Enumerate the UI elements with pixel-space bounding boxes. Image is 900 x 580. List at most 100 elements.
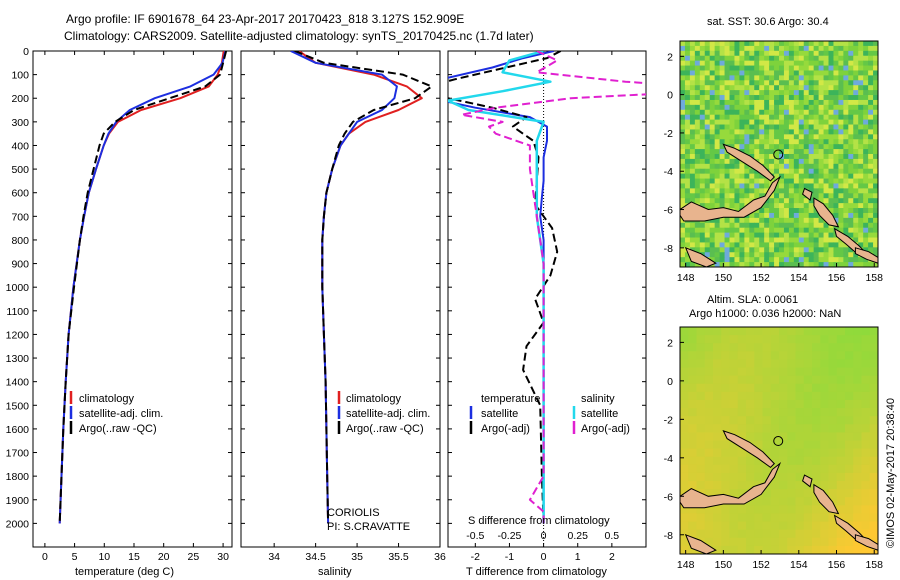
map-cell	[709, 227, 716, 234]
map-cell	[744, 50, 750, 57]
map-cell	[869, 383, 878, 393]
map-cell	[704, 85, 711, 91]
map-cell	[803, 173, 810, 180]
map-cell	[734, 109, 740, 116]
map-cell	[863, 222, 869, 229]
map-cell	[699, 198, 706, 204]
map-cell	[769, 104, 775, 111]
map-cell	[793, 95, 800, 101]
map-cell	[734, 114, 740, 121]
map-cell	[863, 90, 869, 96]
map-cell	[823, 242, 830, 248]
map-cell	[746, 456, 755, 466]
map-cell	[714, 55, 721, 62]
map-cell	[823, 198, 830, 204]
map-cell	[779, 129, 785, 135]
map-cell	[828, 50, 835, 57]
map-cell	[764, 134, 770, 140]
map-cell	[680, 134, 686, 140]
map-cell	[793, 222, 800, 229]
map-cell	[734, 70, 740, 76]
map-cell	[704, 55, 711, 62]
map-cell	[704, 65, 711, 72]
map-cell	[788, 242, 795, 248]
map-cell	[818, 173, 825, 180]
map-cell	[868, 158, 874, 165]
map-cell	[754, 217, 760, 224]
map-cell	[858, 188, 864, 194]
map-cell	[680, 521, 689, 531]
map-cell	[818, 149, 825, 155]
map-cell	[793, 203, 800, 209]
map-cell	[680, 383, 689, 393]
map-cell	[783, 178, 790, 185]
map-cell	[783, 99, 790, 106]
map-cell	[863, 45, 869, 52]
map-cell	[729, 90, 736, 96]
map-cell	[848, 232, 854, 239]
map-cell	[704, 252, 711, 258]
map-cell	[684, 242, 691, 248]
map-cell	[714, 257, 721, 263]
map-cell	[808, 173, 815, 180]
map-cell	[803, 80, 810, 86]
map-cell	[853, 545, 863, 554]
x-tick-label: 36	[434, 551, 446, 563]
map-cell	[714, 247, 721, 253]
map-cell	[818, 55, 825, 62]
map-cell	[680, 513, 689, 523]
map-cell	[808, 237, 815, 244]
map-cell	[869, 521, 878, 531]
map-cell	[719, 237, 726, 244]
map-cell	[869, 351, 878, 361]
x-tick-label: 30	[217, 551, 229, 563]
map-cell	[709, 149, 716, 155]
map-cell	[803, 154, 810, 160]
map-cell	[843, 65, 849, 72]
map-cell	[868, 95, 874, 101]
map-cell	[749, 178, 755, 185]
map-cell	[843, 212, 849, 219]
map-cell	[729, 95, 736, 101]
map-cell	[813, 173, 820, 180]
map-cell	[734, 198, 740, 204]
map-cell	[828, 375, 838, 385]
map-cell	[848, 129, 854, 135]
map-cell	[863, 139, 869, 145]
map-cell	[787, 391, 797, 401]
x-tick-label: 10	[98, 551, 110, 563]
map-cell	[779, 343, 788, 352]
map-cell	[709, 80, 716, 86]
map-cell	[684, 222, 691, 229]
map-cell	[843, 168, 849, 175]
map-cell	[739, 163, 745, 170]
map-cell	[848, 50, 854, 57]
map-cell	[853, 119, 859, 126]
series-line-climatology	[58, 51, 225, 524]
map-cell	[828, 173, 835, 180]
map-cell	[689, 70, 696, 76]
map-cell	[754, 134, 760, 140]
map-cell	[858, 163, 864, 170]
map-cell	[861, 391, 871, 401]
map-cell	[721, 489, 731, 498]
map-cell	[873, 163, 878, 170]
map-cell	[788, 144, 795, 150]
map-cell	[828, 537, 838, 547]
map-y-tick-label: 0	[667, 90, 673, 102]
map-cell	[820, 432, 830, 442]
map-cell	[734, 183, 740, 189]
map-cell	[779, 114, 785, 121]
map-cell	[774, 65, 780, 72]
map-cell	[729, 375, 739, 385]
map-cell	[838, 60, 844, 67]
map-cell	[820, 481, 830, 490]
map-cell	[843, 139, 849, 145]
map-cell	[709, 50, 716, 57]
map-cell	[863, 208, 869, 214]
map-cell	[709, 109, 716, 116]
map-cell	[694, 227, 701, 234]
map-cell	[838, 217, 844, 224]
map-cell	[739, 99, 745, 106]
map-cell	[689, 114, 696, 121]
